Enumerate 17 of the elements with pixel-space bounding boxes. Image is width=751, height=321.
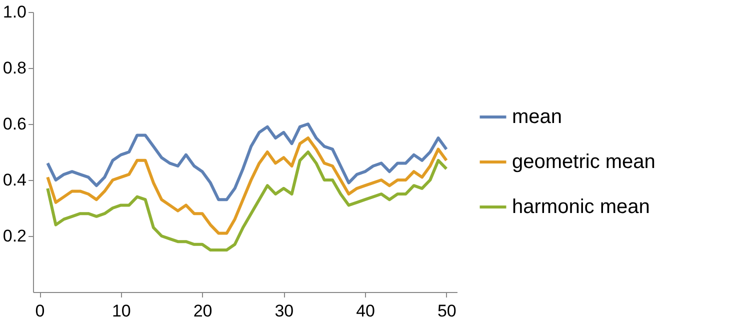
line-series [46, 136, 448, 235]
y-tick-label: 0.8 [2, 58, 26, 78]
x-tick-label: 20 [193, 302, 212, 320]
x-tick-label: 10 [112, 302, 131, 320]
line-series [46, 122, 448, 202]
legend-label: harmonic mean [512, 196, 650, 218]
x-tick-label: 30 [274, 302, 294, 320]
line-series [46, 150, 448, 252]
y-tick-label: 0.4 [2, 170, 26, 190]
x-tick-label: 0 [35, 302, 45, 320]
x-tick-label: 40 [356, 302, 375, 320]
x-tick-label: 50 [437, 302, 456, 320]
legend-label: mean [512, 106, 562, 128]
legend-label: geometric mean [512, 151, 656, 173]
y-tick-label: 0.2 [2, 226, 26, 246]
y-tick-label: 0.6 [2, 114, 26, 134]
y-tick-label: 1.0 [2, 2, 26, 22]
